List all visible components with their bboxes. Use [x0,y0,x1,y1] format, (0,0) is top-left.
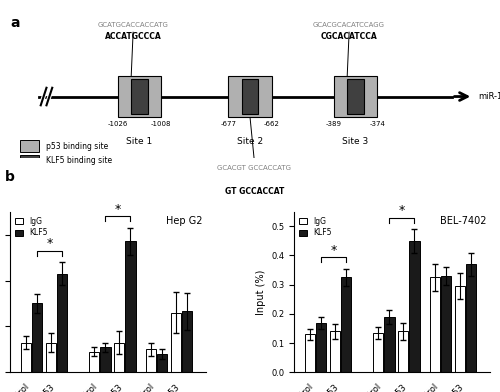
Bar [455,286,465,372]
Bar [21,343,31,372]
Bar [398,332,408,372]
Bar [182,311,192,372]
Bar [430,278,440,372]
FancyBboxPatch shape [20,140,39,152]
Text: KLF5 binding site: KLF5 binding site [46,156,112,165]
Bar [441,276,452,372]
FancyBboxPatch shape [228,76,272,117]
Text: -662: -662 [264,122,280,127]
FancyBboxPatch shape [334,76,377,117]
Text: p53 binding site: p53 binding site [46,142,108,151]
FancyBboxPatch shape [20,155,39,167]
Bar [126,241,136,372]
FancyBboxPatch shape [118,76,161,117]
Text: *: * [399,204,405,217]
Text: -1008: -1008 [151,122,172,127]
Text: GCACGT GCCACCATG: GCACGT GCCACCATG [218,165,292,171]
Bar [384,317,394,372]
Text: -677: -677 [220,122,236,127]
Text: *: * [115,203,121,216]
Text: -374: -374 [370,122,385,127]
Text: Site 2: Site 2 [237,138,263,147]
Text: miR-192: miR-192 [478,92,500,101]
Text: -1026: -1026 [108,122,128,127]
Bar [57,274,68,372]
Text: ACCATGCCCA: ACCATGCCCA [104,32,162,41]
Bar [170,313,181,372]
Text: *: * [46,237,53,250]
Y-axis label: Input (%): Input (%) [256,269,266,315]
Text: Site 1: Site 1 [126,138,152,147]
Bar [146,349,156,372]
Text: CGCACATCCA: CGCACATCCA [320,32,378,41]
Text: b: b [5,170,15,183]
Bar [373,333,383,372]
FancyBboxPatch shape [131,79,148,114]
Bar [341,278,351,372]
Bar [89,352,99,372]
FancyBboxPatch shape [347,79,364,114]
Text: Hep G2: Hep G2 [166,216,202,227]
Bar [305,334,315,372]
Bar [410,241,420,372]
Bar [316,323,326,372]
Bar [330,332,340,372]
Text: GCACGCACATCCAGG: GCACGCACATCCAGG [313,22,385,28]
Text: GT GCCACCAT: GT GCCACCAT [224,187,284,196]
Bar [466,264,476,372]
Bar [114,343,124,372]
Text: BEL-7402: BEL-7402 [440,216,486,227]
FancyBboxPatch shape [242,79,258,114]
Legend: IgG, KLF5: IgG, KLF5 [298,216,333,239]
Legend: IgG, KLF5: IgG, KLF5 [14,216,49,239]
Text: a: a [10,16,20,30]
Bar [32,303,42,372]
Text: *: * [330,243,337,257]
Text: -389: -389 [326,122,342,127]
Text: GCATGCACCACCATG: GCATGCACCACCATG [98,22,168,28]
Bar [100,347,110,372]
Bar [157,354,168,372]
Text: Site 3: Site 3 [342,138,368,147]
Bar [46,343,56,372]
